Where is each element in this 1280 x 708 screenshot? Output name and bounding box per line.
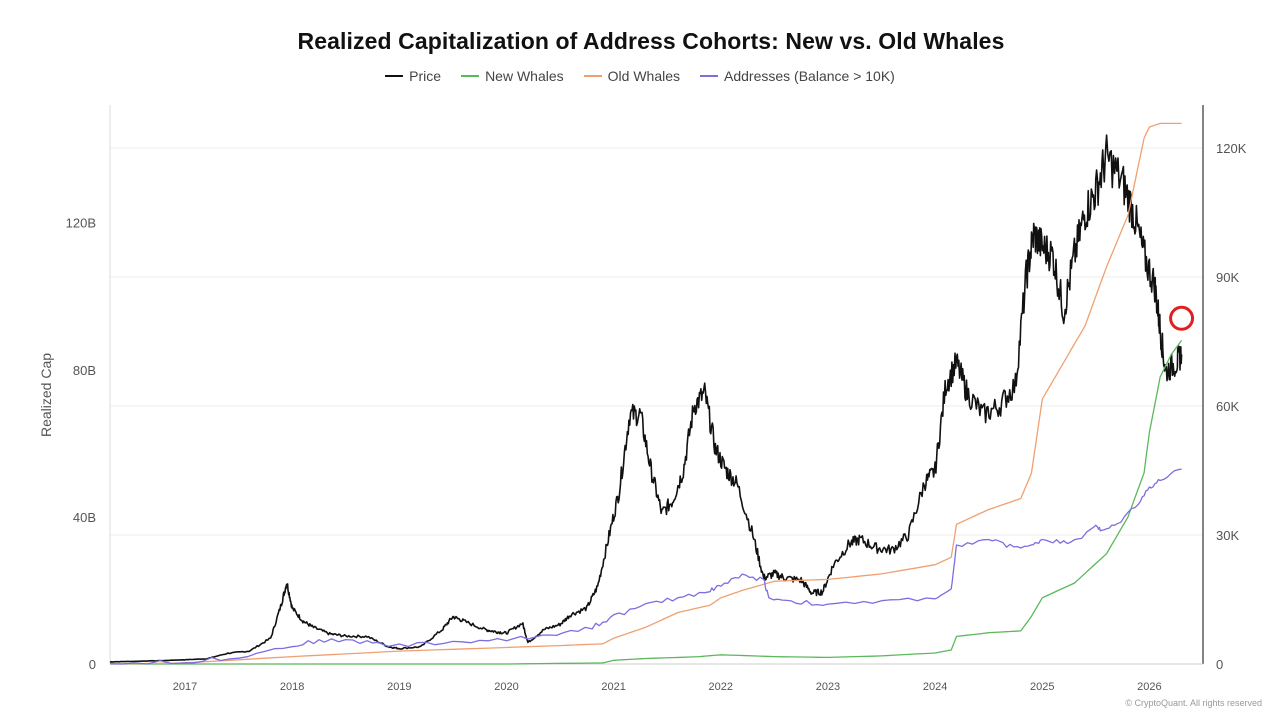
x-tick-label: 2023 — [816, 681, 840, 693]
x-tick-label: 2025 — [1030, 681, 1054, 693]
legend-item[interactable]: Price — [385, 68, 441, 84]
x-tick-label: 2020 — [494, 681, 518, 693]
series-line-price — [109, 134, 1183, 663]
x-tick-label: 2026 — [1137, 681, 1161, 693]
x-tick-label: 2024 — [923, 681, 947, 693]
y-right-tick-label: 60K — [1216, 399, 1239, 414]
y-left-tick-label: 0 — [89, 657, 96, 672]
y-right-tick-label: 90K — [1216, 270, 1239, 285]
annotation-circle — [1169, 305, 1195, 331]
series-line-addresses-balance-10k — [109, 468, 1182, 665]
legend: Price New Whales Old Whales Addresses (Bala… — [0, 68, 1280, 84]
y-right-tick-label: 30K — [1216, 528, 1239, 543]
y-right-tick-label: 120K — [1216, 141, 1247, 156]
legend-swatch — [700, 75, 719, 77]
series-line-new-whales — [110, 340, 1183, 665]
y-left-tick-label: 80B — [73, 363, 96, 378]
chart-title: Realized Capitalization of Address Cohor… — [297, 28, 1005, 54]
legend-item[interactable]: Addresses (Balance > 10K) — [700, 68, 895, 84]
legend-swatch — [385, 75, 404, 77]
x-tick-label: 2019 — [387, 681, 411, 693]
legend-item[interactable]: Old Whales — [583, 68, 681, 84]
copyright-footer: © CryptoQuant. All rights reserved — [1125, 698, 1262, 708]
legend-label: Addresses (Balance > 10K) — [724, 68, 895, 84]
legend-label: New Whales — [485, 68, 564, 84]
y-right-tick-label: 0 — [1216, 657, 1223, 672]
x-tick-label: 2017 — [173, 681, 197, 693]
x-tick-label: 2018 — [280, 681, 304, 693]
series-line-old-whales — [109, 122, 1182, 665]
legend-item[interactable]: New Whales — [461, 68, 564, 84]
x-tick-label: 2022 — [709, 681, 733, 693]
legend-label: Old Whales — [607, 68, 681, 84]
y-left-tick-label: 120B — [66, 216, 96, 231]
y-left-tick-label: 40B — [73, 510, 96, 525]
x-tick-label: 2021 — [601, 681, 625, 693]
legend-swatch — [583, 75, 602, 77]
legend-swatch — [461, 75, 480, 77]
legend-label: Price — [409, 68, 442, 84]
